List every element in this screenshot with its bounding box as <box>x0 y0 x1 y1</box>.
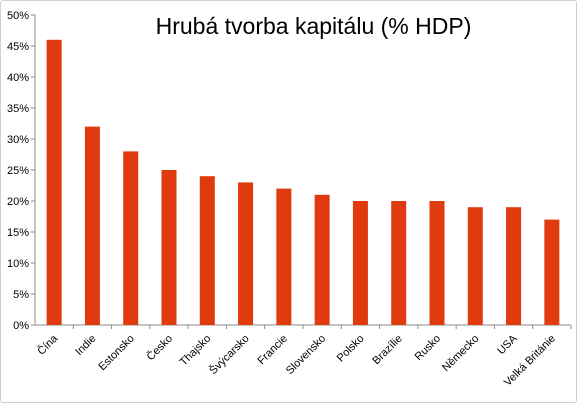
bar <box>314 194 330 325</box>
y-tick-label: 5% <box>13 289 29 301</box>
chart-title: Hrubá tvorba kapitálu (% HDP) <box>155 13 472 39</box>
bar <box>46 39 62 326</box>
x-tick-label: Slovensko <box>284 333 328 377</box>
bar <box>352 201 368 325</box>
y-tick-label: 20% <box>7 196 29 208</box>
x-tick-label: Čína <box>35 331 61 357</box>
bar <box>544 219 560 325</box>
bar <box>84 126 100 325</box>
bar <box>161 170 177 325</box>
chart-axes: 0% 5% 10% 15% 20% 25% 30% 35% 40% 45% 50% <box>7 10 572 332</box>
y-tick-label: 35% <box>7 103 29 115</box>
bar <box>467 207 483 325</box>
x-tick-label: Estonsko <box>96 333 136 373</box>
chart-bars <box>46 39 560 326</box>
y-tick-label: 45% <box>7 41 29 53</box>
bar <box>199 176 215 325</box>
bar <box>391 201 407 325</box>
bar <box>276 188 292 325</box>
x-tick-label: Thajsko <box>178 333 214 369</box>
y-tick-label: 25% <box>7 165 29 177</box>
x-tick-label: Brazílie <box>370 333 404 367</box>
x-tick-label: Švýcarsko <box>207 332 252 377</box>
x-tick-label: Česko <box>144 332 175 363</box>
bar <box>123 151 139 325</box>
bar <box>506 207 522 325</box>
x-tick-label: Rusko <box>413 333 444 364</box>
x-tick-label: Německo <box>440 333 481 374</box>
y-tick-label: 50% <box>7 10 29 22</box>
bar <box>238 182 254 325</box>
y-tick-label: 0% <box>13 320 29 332</box>
y-tick-label: 40% <box>7 72 29 84</box>
y-tick-label: 30% <box>7 134 29 146</box>
x-tick-label: Polsko <box>335 333 367 365</box>
x-tick-label: USA <box>495 332 520 357</box>
x-tick-label: Indie <box>73 333 98 358</box>
bar <box>429 201 445 325</box>
y-tick-label: 15% <box>7 227 29 239</box>
y-tick-label: 10% <box>7 258 29 270</box>
x-tick-label: Francie <box>256 333 290 367</box>
